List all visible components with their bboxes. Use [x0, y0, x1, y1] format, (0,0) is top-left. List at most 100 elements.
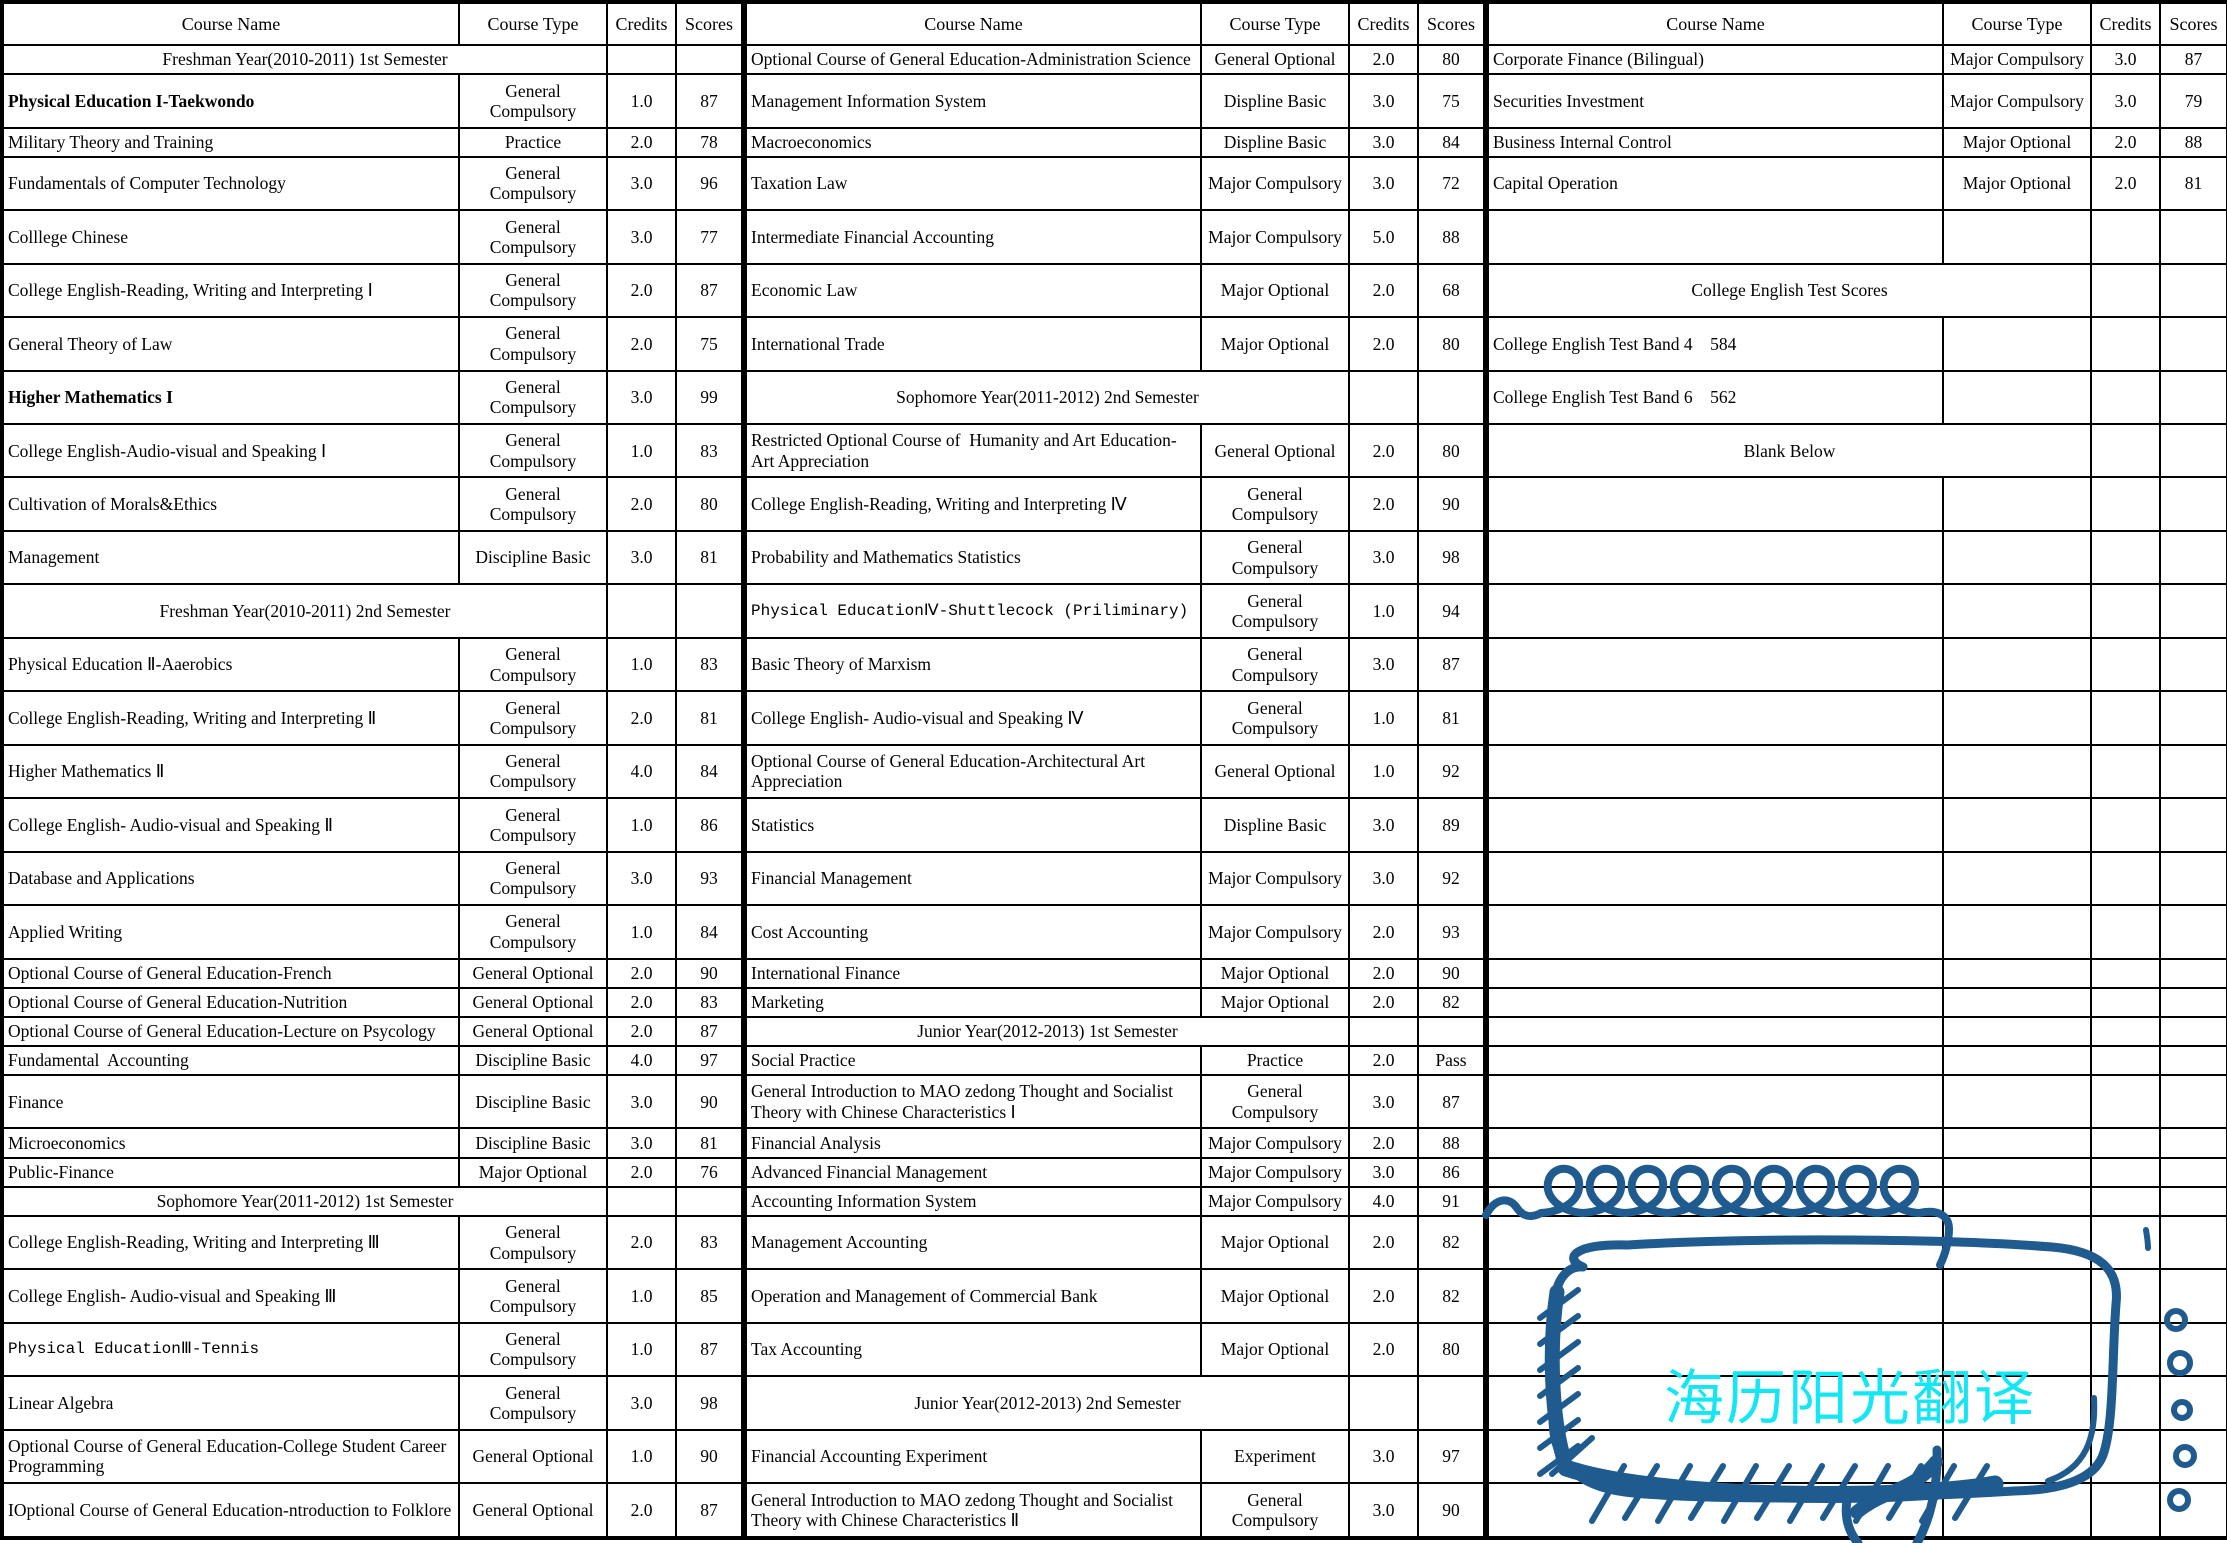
course-type-cell: Major Compulsory — [1942, 73, 2092, 129]
course-type-cell: Displine Basic — [1200, 73, 1350, 129]
credits-cell: 1.0 — [606, 636, 677, 693]
course-name-cell: College English- Audio-visual and Speaki… — [1, 797, 460, 853]
scores-cell: 88 — [2159, 126, 2227, 158]
watermark-text: 海历阳光翻译 — [1664, 1364, 2036, 1434]
scores-cell: 83 — [675, 986, 745, 1018]
course-name-cell: Linear Algebra — [1, 1375, 460, 1431]
course-name-cell: Colllege Chinese — [1, 209, 460, 265]
table-row: Finance Discipline Basic 3.0 90 General Intr… — [1, 1073, 2227, 1130]
credits-cell: 3.0 — [2090, 73, 2161, 129]
scores-cell: 90 — [675, 1073, 745, 1130]
scores-cell: 94 — [1417, 583, 1487, 639]
empty-cell — [2159, 957, 2227, 989]
course-name-cell: Financial Management — [741, 850, 1202, 907]
scores-cell: 90 — [1417, 957, 1487, 989]
empty-cell — [2159, 1482, 2227, 1539]
scores-cell: 90 — [1417, 476, 1487, 532]
empty-cell — [1483, 690, 1944, 746]
credits-cell: 1.0 — [606, 1428, 677, 1485]
table-row: Optional Course of General Education-Lec… — [1, 1015, 2227, 1047]
empty-cell — [1483, 476, 1944, 532]
credits-cell: 2.0 — [606, 1214, 677, 1271]
course-name-cell: Optional Course of General Education-Fre… — [1, 957, 460, 989]
empty-cell — [2090, 1428, 2161, 1485]
empty-cell — [1942, 1127, 2092, 1159]
course-name-cell: General Introduction to MAO zedong Thoug… — [741, 1073, 1202, 1130]
credits-cell: 2.0 — [1348, 476, 1419, 532]
credits-cell: 3.0 — [606, 529, 677, 586]
table-row: College English- Audio-visual and Speaki… — [1, 1268, 2227, 1324]
empty-cell — [2090, 904, 2161, 960]
empty-cell — [1942, 957, 2092, 989]
empty-cell — [2159, 476, 2227, 532]
test-score-cell: College English Test Band 4 584 — [1483, 316, 1944, 372]
scores-cell: 90 — [1417, 1482, 1487, 1539]
scores-cell: 79 — [2159, 73, 2227, 129]
course-type-cell: General Compulsory — [458, 797, 608, 853]
course-type-cell: General Compulsory — [458, 476, 608, 532]
course-type-cell: General Optional — [458, 1428, 608, 1485]
empty-cell — [2090, 262, 2161, 319]
empty-cell — [2159, 262, 2227, 319]
scores-cell: Pass — [1417, 1044, 1487, 1077]
table-row: Fundamentals of Computer Technology Gener… — [1, 155, 2227, 212]
course-type-cell: Discipline Basic — [458, 1073, 608, 1130]
empty-cell — [1483, 1044, 1944, 1077]
column-header: Course Name — [1, 1, 460, 46]
column-header: Course Name — [1483, 1, 1944, 46]
course-type-cell: Major Compulsory — [1200, 850, 1350, 907]
table-row: Optional Course of General Education-Col… — [1, 1428, 2227, 1485]
course-name-cell: General Introduction to MAO zedong Thoug… — [741, 1482, 1202, 1539]
empty-cell — [2159, 690, 2227, 746]
scores-cell: 91 — [1417, 1185, 1487, 1217]
empty-cell — [1942, 1214, 2092, 1271]
table-row: Microeconomics Discipline Basic 3.0 81 Finan… — [1, 1127, 2227, 1159]
empty-cell — [1483, 904, 1944, 960]
section-header-cell: Junior Year(2012-2013) 1st Semester — [741, 1015, 1350, 1047]
course-name-cell: Accounting Information System — [741, 1185, 1202, 1217]
table-row: Optional Course of General Education-Fre… — [1, 957, 2227, 989]
empty-cell — [606, 583, 677, 639]
course-name-cell: Statistics — [741, 797, 1202, 853]
table-row: Colllege Chinese General Compulsory 3.0 77 I… — [1, 209, 2227, 265]
empty-cell — [1483, 636, 1944, 693]
empty-cell — [2159, 1015, 2227, 1047]
empty-cell — [1942, 369, 2092, 425]
empty-cell — [2159, 209, 2227, 265]
scores-cell: 68 — [1417, 262, 1487, 319]
empty-cell — [2159, 1375, 2227, 1431]
scores-cell: 80 — [675, 476, 745, 532]
column-header: Course Type — [1942, 1, 2092, 46]
column-header: Course Name — [741, 1, 1202, 46]
scores-cell: 75 — [1417, 73, 1487, 129]
scores-cell: 80 — [1417, 43, 1487, 76]
table-row: Physical Education I-Taekwondo General Co… — [1, 73, 2227, 129]
empty-cell — [1483, 1156, 1944, 1188]
empty-cell — [1942, 690, 2092, 746]
table-row: Database and Applications General Compuls… — [1, 850, 2227, 907]
empty-cell — [2090, 690, 2161, 746]
course-type-cell: Major Optional — [458, 1156, 608, 1188]
empty-cell — [2090, 1156, 2161, 1188]
course-type-cell: General Optional — [458, 986, 608, 1018]
empty-cell — [1942, 1015, 2092, 1047]
course-type-cell: General Optional — [1200, 422, 1350, 479]
course-type-cell: General Compulsory — [458, 743, 608, 800]
course-type-cell: General Compulsory — [458, 690, 608, 746]
empty-cell — [1417, 369, 1487, 425]
course-name-cell: Social Practice — [741, 1044, 1202, 1077]
section-header-cell: Freshman Year(2010-2011) 2nd Semester — [1, 583, 608, 639]
credits-cell: 3.0 — [606, 155, 677, 212]
course-type-cell: Experiment — [1200, 1428, 1350, 1485]
credits-cell: 2.0 — [606, 262, 677, 319]
empty-cell — [1942, 1268, 2092, 1324]
empty-cell — [2159, 1268, 2227, 1324]
credits-cell: 1.0 — [1348, 690, 1419, 746]
table-row: Higher Mathematics Ⅱ General Compulsory 4.… — [1, 743, 2227, 800]
credits-cell: 1.0 — [606, 1268, 677, 1324]
course-name-cell: Database and Applications — [1, 850, 460, 907]
scores-cell: 87 — [2159, 43, 2227, 76]
course-type-cell: General Compulsory — [458, 155, 608, 212]
empty-cell — [1348, 369, 1419, 425]
